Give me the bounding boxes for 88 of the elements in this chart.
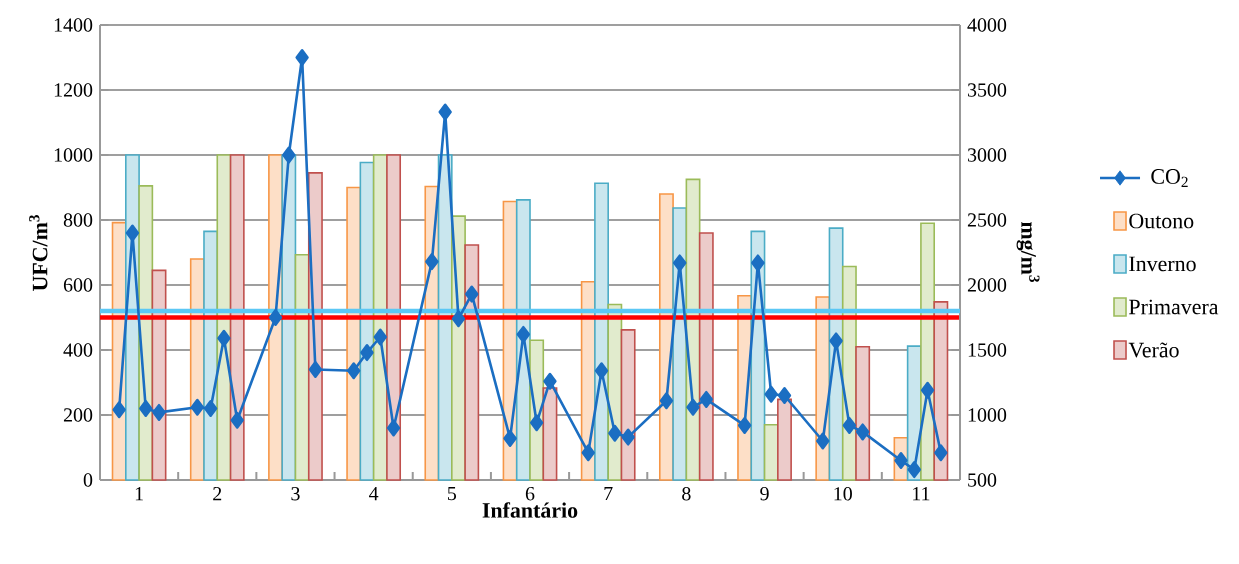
x-tick-label: 7 <box>604 487 613 501</box>
y2-tick-label: 500 <box>968 473 997 487</box>
point <box>438 103 452 121</box>
y2-tick-label: 3500 <box>968 83 1007 97</box>
point <box>308 361 323 378</box>
point <box>751 254 765 272</box>
point <box>608 424 622 442</box>
point <box>659 392 674 410</box>
point <box>855 423 870 441</box>
y-tick-label: 1000 <box>54 148 93 162</box>
y-tick-label: 0 <box>83 473 93 487</box>
point <box>190 398 205 416</box>
point <box>347 362 361 380</box>
point <box>777 387 792 404</box>
point <box>737 416 752 434</box>
point <box>529 414 544 432</box>
point <box>125 224 140 242</box>
point <box>699 390 713 408</box>
point <box>920 381 935 399</box>
point <box>451 310 466 328</box>
bar <box>386 154 402 481</box>
point <box>503 429 517 447</box>
bar <box>855 345 871 481</box>
point <box>764 385 778 403</box>
point <box>373 328 387 346</box>
x-tick-label: 4 <box>369 487 379 501</box>
point <box>295 49 309 66</box>
x-tick-label: 6 <box>525 487 535 501</box>
y2-tick-label: 2500 <box>967 213 1007 227</box>
y-tick-label: 600 <box>63 278 93 292</box>
point <box>152 403 166 421</box>
point <box>686 398 700 416</box>
y-tick-label: 1400 <box>54 18 93 32</box>
point <box>594 362 609 380</box>
point <box>581 444 595 462</box>
y-tick-label: 800 <box>63 213 93 227</box>
y2-tick-label: 1000 <box>968 408 1007 422</box>
point <box>934 444 948 462</box>
point <box>543 372 557 390</box>
point <box>842 416 857 434</box>
point <box>673 254 687 272</box>
x-axis-title: Infantário <box>482 502 578 518</box>
bar <box>542 387 558 481</box>
x-tick-label: 1 <box>135 487 143 501</box>
point <box>360 344 374 362</box>
point <box>112 401 126 419</box>
legend-label: Outono <box>1129 213 1194 229</box>
bar <box>229 154 245 481</box>
bar <box>151 269 167 481</box>
point <box>230 411 244 429</box>
y2-tick-label: 3000 <box>968 148 1007 162</box>
point <box>516 325 531 343</box>
bar <box>777 398 792 481</box>
bar <box>346 186 362 481</box>
y-tick-label: 400 <box>63 343 93 357</box>
point <box>465 285 479 303</box>
x-tick-label: 10 <box>834 487 852 501</box>
point <box>907 461 921 479</box>
point <box>217 329 231 347</box>
x-tick-label: 5 <box>448 487 457 501</box>
point <box>816 432 830 450</box>
y-axis-title: UFC/m$^{3}$ <box>29 214 48 291</box>
y2-axis-title: mg/m$^{3}$ <box>1016 221 1040 283</box>
bar <box>620 329 636 481</box>
bar <box>698 232 714 481</box>
x-tick-label: 9 <box>760 487 769 501</box>
point <box>894 452 908 469</box>
y2-tick-label: 1500 <box>968 343 1007 357</box>
y-tick-label: 200 <box>63 408 93 422</box>
x-tick-label: 3 <box>291 487 300 501</box>
y2-tick-label: 2000 <box>967 278 1007 292</box>
x-tick-label: 11 <box>913 487 930 501</box>
y2-tick-label: 4000 <box>967 18 1007 32</box>
point <box>139 400 153 417</box>
point <box>282 146 296 164</box>
point <box>621 428 635 446</box>
legend-label: CO$_{2}$ <box>1151 169 1188 187</box>
legend-label: Inverno <box>1129 256 1196 272</box>
x-tick-label: 2 <box>213 487 222 501</box>
legend-label: Verão <box>1128 342 1179 358</box>
point <box>829 332 843 350</box>
y-tick-label: 1200 <box>54 83 93 97</box>
x-tick-label: 8 <box>682 487 691 501</box>
legend-label: Primavera <box>1129 299 1219 315</box>
point <box>386 419 401 437</box>
point <box>425 253 439 271</box>
point <box>203 400 218 417</box>
point <box>268 309 283 326</box>
